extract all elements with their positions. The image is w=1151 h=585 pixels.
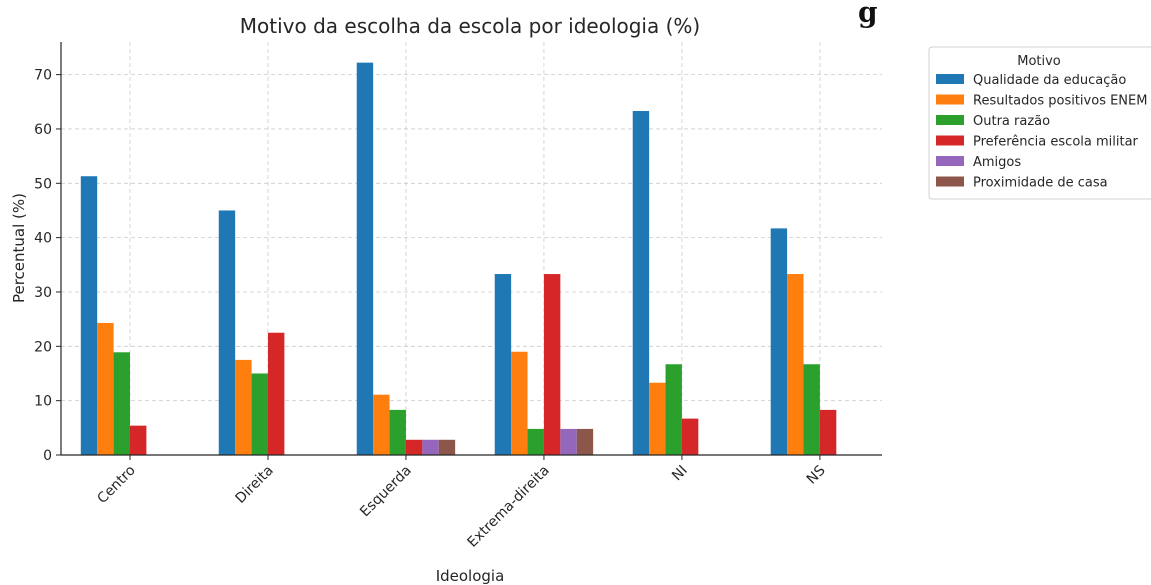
legend-entry: Outra razão: [973, 114, 1050, 129]
bar: [356, 62, 374, 456]
bar: [97, 322, 114, 455]
bar: [543, 274, 561, 455]
legend-entry: Preferência escola militar: [973, 135, 1139, 150]
bar: [494, 274, 512, 455]
bar: [422, 439, 439, 455]
legend-swatch: [936, 94, 964, 105]
legend-swatch: [936, 156, 964, 166]
bar: [576, 428, 594, 455]
legend-swatch: [936, 135, 964, 146]
x-tick-label: Centro: [94, 463, 138, 507]
legend-entry: Amigos: [973, 155, 1021, 170]
x-tick-label: NS: [804, 462, 829, 487]
chart-title: Motivo da escolha da escola por ideologi…: [240, 14, 700, 38]
bar: [681, 418, 699, 455]
bar: [251, 373, 268, 455]
y-tick-label: 10: [34, 394, 52, 410]
bar: [787, 274, 804, 455]
cropped-heading-fragment: g: [858, 0, 878, 29]
bar: [113, 352, 130, 455]
legend-swatch: [936, 74, 964, 84]
bar: [803, 364, 820, 455]
bar: [665, 364, 682, 455]
bar: [373, 394, 390, 455]
legend: Motivo Qualidade da educação Resultados p…: [928, 46, 1151, 200]
legend-entry: Resultados positivos ENEM: [973, 94, 1147, 109]
bar: [511, 351, 528, 455]
y-tick-label: 30: [34, 285, 52, 301]
legend-swatch: [936, 115, 964, 125]
y-tick-label: 0: [43, 448, 52, 464]
bar: [218, 210, 236, 455]
x-tick-label: NI: [669, 463, 691, 485]
y-tick-label: 70: [34, 68, 52, 84]
bars: [80, 62, 837, 456]
bar: [560, 428, 577, 455]
bar: [267, 332, 285, 455]
y-tick-label: 40: [34, 231, 52, 247]
x-axis-label: Ideologia: [436, 567, 505, 585]
bar: [80, 176, 98, 455]
bar: [527, 428, 544, 455]
legend-box: [928, 46, 1151, 200]
y-axis-label: Percentual (%): [10, 193, 28, 303]
bar: [389, 409, 406, 455]
legend-swatch: [936, 176, 964, 187]
y-tick-label: 50: [34, 176, 52, 192]
legend-entry: Qualidade da educação: [973, 73, 1126, 88]
bar: [405, 439, 423, 455]
bar: [819, 409, 837, 455]
x-tick-label: Direita: [232, 463, 276, 507]
bar: [235, 359, 252, 455]
legend-title: Motivo: [1017, 54, 1061, 69]
bar: [632, 111, 650, 456]
legend-entry: Proximidade de casa: [973, 176, 1108, 191]
y-tick-label: 20: [34, 339, 52, 355]
axes: 0 10 20 30 40 50 60 70 Centro Direita Esquerda Extr…: [34, 42, 882, 551]
x-tick-label: Esquerda: [357, 463, 415, 521]
grid: [61, 42, 882, 455]
y-tick-label: 60: [34, 122, 52, 138]
bar: [129, 425, 147, 455]
x-tick-label: Extrema-direita: [465, 463, 553, 551]
bar: [649, 382, 666, 455]
bar: [770, 228, 788, 455]
bar: [438, 439, 456, 455]
